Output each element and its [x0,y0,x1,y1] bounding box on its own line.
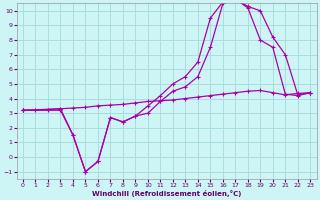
X-axis label: Windchill (Refroidissement éolien,°C): Windchill (Refroidissement éolien,°C) [92,190,241,197]
